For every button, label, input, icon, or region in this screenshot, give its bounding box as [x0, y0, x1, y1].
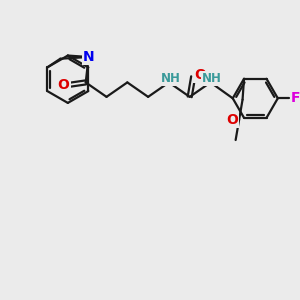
- Text: O: O: [226, 113, 238, 127]
- Text: N: N: [83, 50, 94, 64]
- Text: F: F: [291, 91, 300, 105]
- Text: NH: NH: [160, 72, 180, 85]
- Text: NH: NH: [202, 72, 222, 85]
- Text: O: O: [58, 78, 69, 92]
- Text: O: O: [194, 68, 206, 82]
